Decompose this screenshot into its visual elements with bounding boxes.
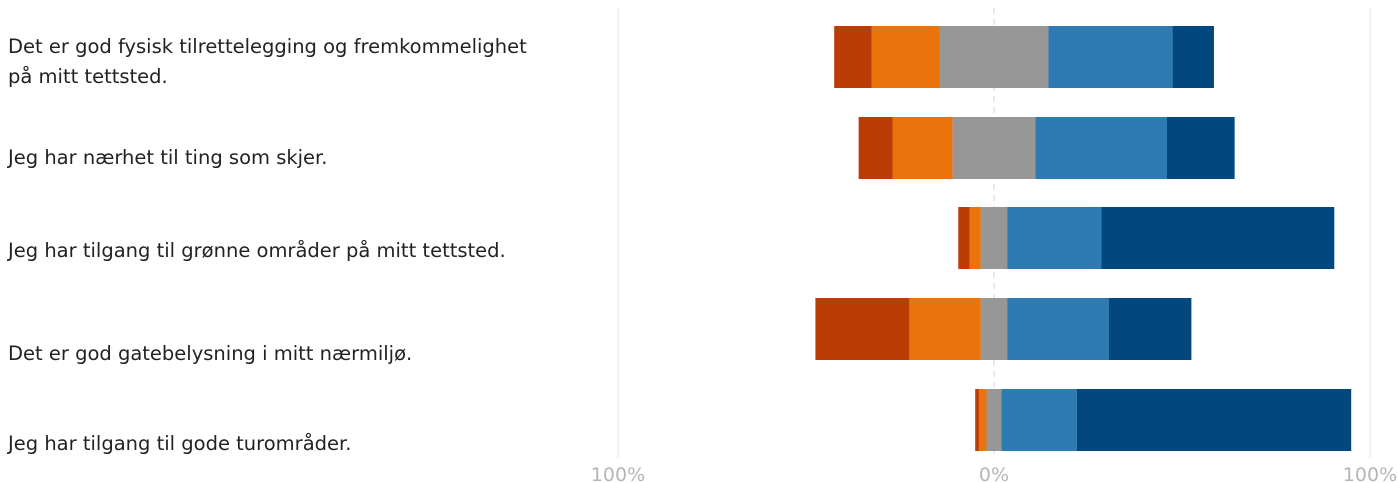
- category-label: Jeg har nærhet til ting som skjer.: [8, 143, 588, 173]
- bar-segment: [1007, 298, 1109, 360]
- bar-segment: [939, 26, 1049, 88]
- bar-segment: [1108, 298, 1192, 360]
- bar-segment: [978, 389, 987, 451]
- x-tick-label: 100%: [591, 464, 645, 483]
- bar-segment: [975, 389, 979, 451]
- bar-segment: [986, 389, 1002, 451]
- category-label: Det er god gatebelysning i mitt nærmiljø…: [8, 339, 588, 369]
- bar-segment: [1166, 117, 1235, 179]
- bar-segment: [871, 26, 940, 88]
- category-label: Jeg har tilgang til grønne områder på mi…: [8, 236, 588, 266]
- x-tick-label: 0%: [979, 464, 1009, 483]
- bar-segment: [1048, 26, 1173, 88]
- bar-segment: [980, 207, 1008, 269]
- bar-segment: [892, 117, 953, 179]
- category-label-line: Det er god gatebelysning i mitt nærmiljø…: [8, 342, 413, 365]
- bar-segment: [958, 207, 970, 269]
- bar-segment: [1035, 117, 1167, 179]
- bar-segment: [815, 298, 910, 360]
- bar-segment: [969, 207, 981, 269]
- category-label-line: på mitt tettsted.: [8, 65, 168, 88]
- bar-segment: [952, 117, 1036, 179]
- bar-segment: [1076, 389, 1352, 451]
- category-label-line: Jeg har tilgang til grønne områder på mi…: [8, 239, 506, 262]
- x-tick-label: 100%: [1343, 464, 1397, 483]
- bar-segment: [909, 298, 981, 360]
- category-label: Det er god fysisk tilrettelegging og fre…: [8, 32, 588, 92]
- category-label-line: Jeg har nærhet til ting som skjer.: [8, 146, 328, 169]
- bar-segment: [1007, 207, 1102, 269]
- category-label-line: Det er god fysisk tilrettelegging og fre…: [8, 35, 527, 58]
- bar-segment: [858, 117, 893, 179]
- bar-segment: [1101, 207, 1335, 269]
- bar-segment: [1172, 26, 1214, 88]
- bar-segment: [834, 26, 872, 88]
- category-label-line: Jeg har tilgang til gode turområder.: [8, 432, 352, 455]
- bar-segment: [1001, 389, 1077, 451]
- category-label: Jeg har tilgang til gode turområder.: [8, 429, 588, 459]
- bar-segment: [980, 298, 1008, 360]
